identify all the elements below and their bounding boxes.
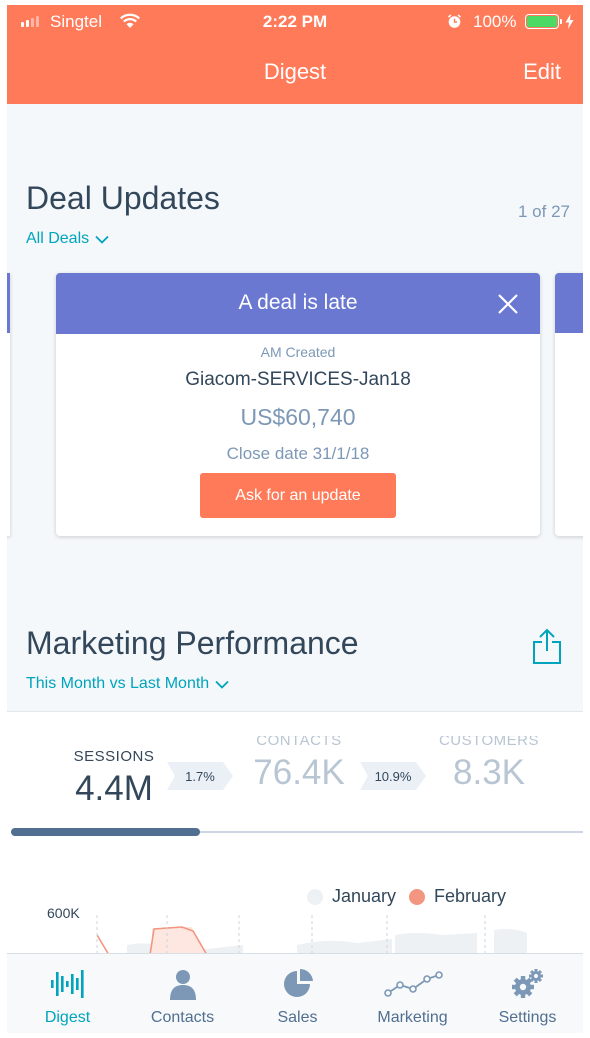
metric-label: SESSIONS (73, 748, 155, 765)
tab-marketing[interactable]: Marketing (355, 954, 470, 1033)
share-icon[interactable] (531, 627, 563, 665)
metric-value: 8.3K (453, 753, 525, 792)
alarm-icon (447, 14, 462, 34)
tab-bar: Digest Contacts Sales (7, 953, 583, 1033)
tab-label: Sales (277, 1009, 318, 1026)
deal-owner-action: AM Created (260, 344, 336, 360)
edit-button[interactable]: Edit (523, 59, 561, 84)
line-graph-icon (355, 966, 470, 1002)
tab-label: Contacts (150, 1009, 215, 1026)
tab-settings[interactable]: Settings (470, 954, 583, 1033)
status-bar: Singtel 2:22 PM 100% (7, 5, 583, 39)
tab-label: Marketing (377, 1009, 448, 1026)
charging-icon (565, 14, 574, 34)
nav-title: Digest (263, 59, 327, 84)
tab-label: Settings (498, 1009, 557, 1026)
metric-label: CONTACTS (256, 736, 342, 749)
legend-february: February (409, 886, 506, 907)
deal-card-header: A deal is late (56, 273, 540, 334)
carrier-name: Singtel (50, 12, 102, 31)
metric-value: 4.4M (75, 769, 153, 808)
tab-digest[interactable]: Digest (10, 954, 125, 1033)
app-screen: Singtel 2:22 PM 100% Digest Edit Deal Up… (7, 5, 583, 1033)
tab-contacts[interactable]: Contacts (125, 954, 240, 1033)
legend-dot-january (307, 888, 323, 905)
wifi-icon (119, 13, 141, 34)
change-value: 10.9% (374, 768, 412, 784)
signal-strength-icon (21, 16, 39, 27)
clock: 2:22 PM (262, 12, 328, 31)
legend-label: February (434, 886, 507, 906)
tab-sales[interactable]: Sales (240, 954, 355, 1033)
deal-updates-heading: Deal Updates (26, 180, 220, 216)
gears-icon (470, 966, 583, 1002)
legend-january: January (307, 886, 396, 907)
sessions-chart (96, 915, 527, 955)
ask-for-update-button[interactable]: Ask for an update (200, 473, 396, 518)
battery-icon (525, 14, 562, 29)
metric-value: 76.4K (253, 753, 345, 792)
deal-name: Giacom-SERVICES-Jan18 (185, 369, 411, 390)
legend-dot-february (409, 888, 425, 905)
deal-close-date: Close date 31/1/18 (226, 444, 370, 463)
digest-waveform-icon (10, 966, 125, 1002)
previous-deal-card[interactable] (7, 273, 10, 536)
change-badge: 10.9% (360, 762, 426, 790)
deal-amount: US$60,740 (240, 404, 356, 430)
deal-filter-dropdown[interactable]: All Deals (26, 230, 109, 248)
metrics-carousel-track (11, 828, 583, 836)
metric-customers[interactable]: CUSTOMERS 8.3K (437, 736, 541, 793)
metric-label: CUSTOMERS (438, 736, 540, 749)
pie-chart-icon (240, 966, 355, 1002)
marketing-period-dropdown[interactable]: This Month vs Last Month (26, 675, 229, 693)
change-value: 1.7% (185, 768, 215, 784)
deal-filter-label: All Deals (26, 230, 90, 247)
legend-label: January (332, 886, 397, 906)
marketing-period-label: This Month vs Last Month (26, 675, 210, 692)
deal-card-title: A deal is late (238, 291, 358, 314)
metric-contacts[interactable]: CONTACTS 76.4K (245, 736, 353, 793)
metrics-carousel-indicator (11, 828, 200, 836)
top-bar: Singtel 2:22 PM 100% Digest Edit (7, 5, 583, 104)
chevron-down-icon (215, 680, 229, 689)
deal-card: A deal is late AM Created Giacom-SERVICE… (56, 273, 540, 536)
metric-sessions[interactable]: SESSIONS 4.4M (55, 748, 173, 809)
battery-percent: 100% (473, 12, 517, 31)
close-icon[interactable] (496, 292, 520, 316)
deal-page-counter: 1 of 27 (518, 202, 570, 221)
change-badge: 1.7% (167, 762, 233, 790)
y-axis-tick: 600K (47, 905, 80, 921)
next-deal-card[interactable] (555, 273, 583, 536)
marketing-performance-heading: Marketing Performance (26, 625, 359, 661)
chevron-down-icon (95, 235, 109, 244)
tab-label: Digest (44, 1009, 91, 1026)
person-icon (125, 966, 240, 1002)
